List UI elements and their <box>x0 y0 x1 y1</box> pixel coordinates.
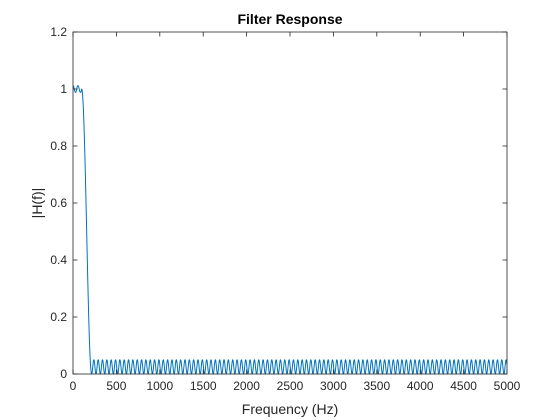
x-tick-label: 3500 <box>363 379 390 393</box>
chart-title: Filter Response <box>237 11 342 27</box>
x-tick-label: 2000 <box>233 379 260 393</box>
y-tick-label: 0.6 <box>50 196 67 210</box>
y-tick-label: 0 <box>60 367 67 381</box>
y-tick-label: 0.4 <box>50 253 67 267</box>
x-tick-label: 1000 <box>146 379 173 393</box>
x-axis-label: Frequency (Hz) <box>242 401 338 417</box>
y-axis-label: |H(f)| <box>29 188 45 219</box>
y-tick-label: 1.2 <box>50 25 67 39</box>
x-tick-label: 5000 <box>494 379 521 393</box>
y-tick-label: 1 <box>60 82 67 96</box>
y-tick-label: 0.2 <box>50 310 67 324</box>
x-tick-label: 500 <box>106 379 126 393</box>
x-tick-label: 4000 <box>407 379 434 393</box>
y-tick-label: 0.8 <box>50 139 67 153</box>
x-tick-label: 0 <box>70 379 77 393</box>
x-tick-label: 4500 <box>450 379 477 393</box>
x-tick-label: 3000 <box>320 379 347 393</box>
x-tick-label: 1500 <box>190 379 217 393</box>
x-tick-label: 2500 <box>277 379 304 393</box>
plot-area <box>73 32 507 374</box>
